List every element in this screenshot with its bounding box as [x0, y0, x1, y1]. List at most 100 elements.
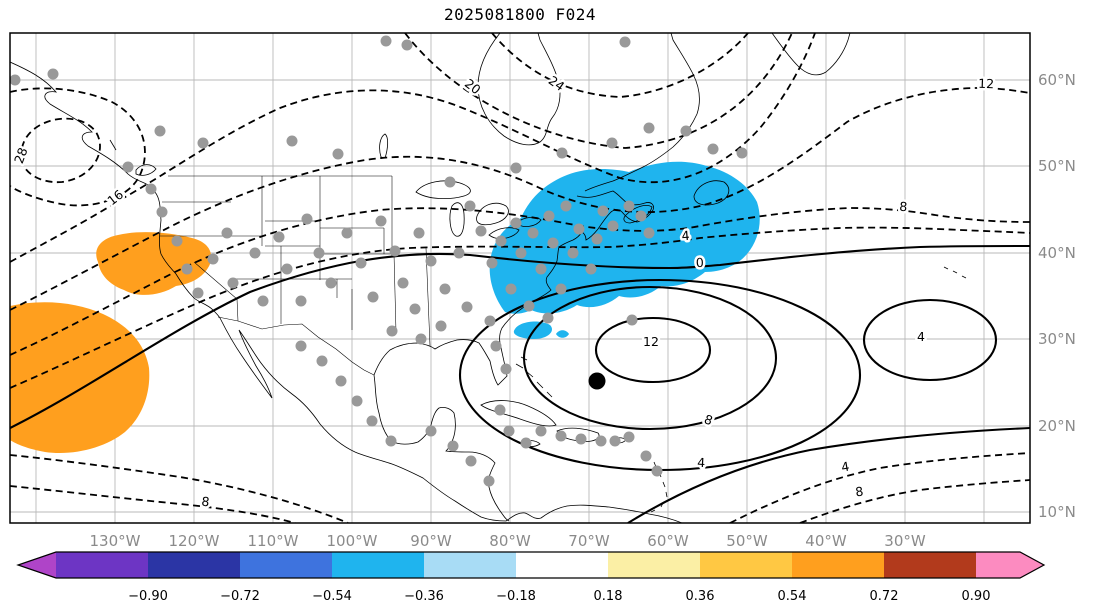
- lon-tick-label: 80°W: [489, 532, 531, 550]
- station-dot: [523, 300, 535, 312]
- station-dot: [366, 415, 378, 427]
- station-dot: [375, 215, 387, 227]
- lake-outline: [415, 180, 471, 200]
- lon-tick-label: 30°W: [884, 532, 926, 550]
- station-dot: [640, 450, 652, 462]
- station-dot: [619, 36, 631, 48]
- lon-tick-label: 60°W: [647, 532, 689, 550]
- contour-label: 24: [546, 73, 568, 94]
- colorbar-tick-label: −0.90: [128, 589, 168, 604]
- coastline: [373, 374, 510, 522]
- contour-line-solid: [594, 316, 712, 384]
- contour-label: 4: [840, 458, 850, 474]
- station-dot: [453, 247, 465, 259]
- contour-line-solid: [862, 298, 998, 382]
- contour-label: 4: [917, 329, 925, 344]
- station-dot: [447, 440, 459, 452]
- station-dot: [313, 247, 325, 259]
- colorbar-band: [884, 552, 976, 578]
- station-dot: [249, 247, 261, 259]
- station-dot: [389, 245, 401, 257]
- colorbar-band: [148, 552, 240, 578]
- contour-line-dashed: [10, 87, 1030, 311]
- station-dot: [207, 253, 219, 265]
- station-dot: [156, 206, 168, 218]
- colorbar-tick-label: 0.54: [778, 589, 807, 604]
- station-dot: [609, 435, 621, 447]
- station-dot: [486, 257, 498, 269]
- station-dot: [335, 375, 347, 387]
- station-dot: [325, 277, 337, 289]
- station-dot: [316, 355, 328, 367]
- contour-line-dashed: [10, 33, 816, 263]
- station-dot: [415, 333, 427, 345]
- station-dot: [154, 125, 166, 137]
- station-dot: [444, 176, 456, 188]
- contour-line-dashed: [10, 485, 296, 523]
- station-dot: [510, 162, 522, 174]
- station-dot: [413, 227, 425, 239]
- station-dot: [495, 235, 507, 247]
- lat-tick-label: 10°N: [1038, 503, 1076, 521]
- station-dot: [227, 277, 239, 289]
- station-dot: [542, 312, 554, 324]
- station-dot: [295, 295, 307, 307]
- contour-line-solid: [522, 285, 778, 431]
- station-dot: [575, 433, 587, 445]
- colorbar-left-arrow: [18, 552, 56, 578]
- colorbar-band: [332, 552, 424, 578]
- station-dot: [736, 147, 748, 159]
- station-dot: [555, 283, 567, 295]
- station-dot: [475, 225, 487, 237]
- station-dot: [555, 430, 567, 442]
- lat-tick-label: 50°N: [1038, 157, 1076, 175]
- grid-layer: [10, 33, 1030, 523]
- political-border: [393, 253, 397, 333]
- contour-layer: [10, 33, 1030, 523]
- coastline: [109, 139, 117, 151]
- station-dot: [295, 340, 307, 352]
- station-dot: [409, 303, 421, 315]
- station-dot: [145, 183, 157, 195]
- colorbar-band: [56, 552, 148, 578]
- colorbar-band: [792, 552, 884, 578]
- lat-tick-label: 40°N: [1038, 244, 1076, 262]
- political-border: [217, 316, 375, 376]
- contour-line-dashed: [799, 479, 1030, 523]
- positive-sensitivity-region: [96, 232, 212, 295]
- station-dot: [181, 263, 193, 275]
- coastline: [693, 180, 730, 206]
- station-dot: [483, 475, 495, 487]
- highlight-point-dot: [588, 372, 606, 390]
- station-dot: [643, 227, 655, 239]
- station-dot: [520, 437, 532, 449]
- station-dot: [385, 435, 397, 447]
- station-dot: [439, 283, 451, 295]
- colorbar: −0.90 −0.72 −0.54 −0.36 −0.18 0.18 0.36 0.54 0.7…: [16, 551, 1046, 604]
- contour-line-dashed: [10, 454, 349, 523]
- station-dot: [380, 35, 392, 47]
- station-dot: [10, 74, 21, 86]
- station-dot: [606, 137, 618, 149]
- station-dot: [192, 287, 204, 299]
- colorbar-tick-label: 0.72: [870, 589, 899, 604]
- station-layer: [10, 35, 748, 487]
- station-dot: [500, 363, 512, 375]
- contour-label: 4: [681, 228, 690, 244]
- station-dot: [651, 465, 663, 477]
- contour-line-dashed: [404, 33, 793, 149]
- lon-tick-label: 130°W: [90, 532, 141, 550]
- colorbar-band: [240, 552, 332, 578]
- contour-line-dashed: [729, 452, 1030, 523]
- colorbar-band: [424, 552, 516, 578]
- station-dot: [484, 315, 496, 327]
- station-dot: [367, 291, 379, 303]
- contour-label: 0: [696, 255, 705, 270]
- station-dot: [435, 320, 447, 332]
- colorbar-tick-label: −0.72: [220, 589, 260, 604]
- station-dot: [286, 135, 298, 147]
- station-dot: [556, 147, 568, 159]
- contour-label: 20: [462, 76, 484, 98]
- station-dot: [386, 325, 398, 337]
- station-dot: [461, 301, 473, 313]
